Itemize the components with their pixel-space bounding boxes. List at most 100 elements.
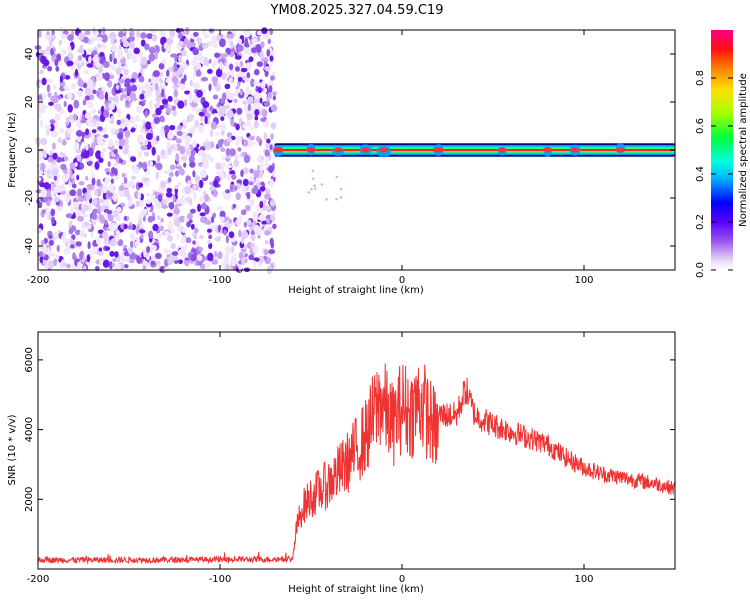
spectrogram-stray-dot xyxy=(325,198,328,201)
spectrogram-noise-dot xyxy=(137,134,144,144)
spectrogram-noise-dot xyxy=(269,200,276,207)
spectrogram-noise-dot xyxy=(58,39,63,46)
spectrogram-noise-dot xyxy=(208,83,212,92)
spectrogram-noise-dot xyxy=(104,219,108,227)
spectrogram-noise-dot xyxy=(192,70,197,78)
spectrogram-noise-dot xyxy=(82,187,87,194)
spectrogram-noise-dot xyxy=(264,230,271,236)
spectrogram-noise-dot xyxy=(246,46,254,55)
signal-peak xyxy=(432,147,444,153)
spectrogram-noise-dot xyxy=(124,172,128,179)
spectrogram-noise-dot xyxy=(66,128,74,135)
snr-y-ticks: 2000 4000 6000 xyxy=(24,347,675,512)
spectrogram-noise-dot xyxy=(179,145,186,155)
spectrogram-noise-dot xyxy=(64,75,71,80)
spectrogram-noise-dot xyxy=(63,248,70,255)
spectrogram-noise-dot xyxy=(37,169,44,176)
spectrogram-noise-dot xyxy=(103,61,110,68)
spectrogram-noise-dot xyxy=(53,84,57,90)
spectrogram-noise-dot xyxy=(264,149,270,157)
spectrogram-noise-dot xyxy=(70,207,74,215)
spectrogram-noise-dot xyxy=(138,75,145,83)
spectrogram-noise-dot xyxy=(65,213,72,219)
spectrogram-noise-dot xyxy=(72,113,77,121)
spectrogram-noise-dot xyxy=(118,138,126,147)
spectrogram-noise-dot xyxy=(250,234,256,242)
spectrogram-noise-dot xyxy=(145,199,152,205)
spectrogram-noise-dot xyxy=(111,262,115,267)
spectrogram-noise-dot xyxy=(68,220,73,228)
spectrogram-noise-dot xyxy=(192,48,199,56)
spectrogram-noise-dot xyxy=(228,63,234,71)
spectrogram-noise-dot xyxy=(124,78,131,85)
spectrogram-noise-dot xyxy=(268,85,273,93)
spectrogram-noise-dot xyxy=(242,100,248,105)
spectrogram-noise-dot xyxy=(64,194,71,203)
spectrogram-noise-dot xyxy=(260,117,266,122)
spectrogram-noise-dot xyxy=(167,95,173,102)
spectrogram-noise-dot xyxy=(92,208,99,214)
spectrogram-noise-dot xyxy=(261,109,268,118)
spectrogram-noise-dot xyxy=(200,216,206,224)
spectrogram-noise-dot xyxy=(245,86,250,93)
spectrogram-noise-dot xyxy=(184,144,190,151)
spectrogram-noise-dot xyxy=(217,251,223,260)
spectrogram-noise-dot xyxy=(83,204,89,212)
spectrogram-noise-dot xyxy=(177,249,185,257)
y-tick-label: -40 xyxy=(24,238,35,254)
spectrogram-noise-dot xyxy=(123,224,128,230)
spectrogram-noise-dot xyxy=(159,29,164,36)
spectrogram-noise-dot xyxy=(256,61,263,67)
spectrogram-noise-dot xyxy=(186,135,191,142)
spectrogram-noise-dot xyxy=(150,260,155,265)
spectrogram-noise-dot xyxy=(104,176,110,184)
spectrogram-noise-dot xyxy=(155,82,159,91)
spectrogram-noise-dot xyxy=(224,104,230,110)
spectrogram-noise-dot xyxy=(48,239,55,246)
spectrogram-noise-dot xyxy=(161,98,169,105)
spectrogram-noise-dot xyxy=(172,84,177,90)
spectrogram-noise-dot xyxy=(37,29,42,38)
spectrogram-noise-dot xyxy=(191,59,198,66)
spectrogram-noise-dot xyxy=(114,251,119,258)
spectrogram-noise-dot xyxy=(115,66,122,76)
spectrogram-noise-dot xyxy=(173,71,178,77)
spectrogram-noise-dot xyxy=(205,141,212,151)
spectrogram-noise-dot xyxy=(102,147,107,153)
spectrogram-noise-dot xyxy=(87,147,94,157)
spectrogram-noise-dot xyxy=(188,180,193,185)
spectrogram-noise-dot xyxy=(40,239,45,246)
spectrogram-noise-dot xyxy=(113,194,118,203)
figure-title: YM08.2025.327.04.59.C19 xyxy=(270,3,444,18)
spectrogram-noise-dot xyxy=(37,151,44,160)
spectrogram-stray-dot xyxy=(310,188,313,191)
spectrogram-noise-dot xyxy=(69,238,74,244)
spectrogram-noise-dot xyxy=(97,73,103,82)
spectrogram-noise-dot xyxy=(195,55,199,61)
spectrogram-noise-dot xyxy=(59,128,65,134)
signal-peak xyxy=(615,147,626,153)
spectrogram-noise-dot xyxy=(46,84,51,93)
snr-x-ticks: -200 -100 0 100 xyxy=(27,332,594,585)
spectrogram-noise-dot xyxy=(177,181,182,187)
spectrogram-noise-dot xyxy=(184,90,191,95)
spectrogram-noise-dot xyxy=(173,62,178,68)
spectrogram-noise-dot xyxy=(257,155,262,163)
spectrogram-noise-dot xyxy=(254,109,260,116)
spectrogram-noise-dot xyxy=(124,143,130,150)
spectrogram-noise-dot xyxy=(141,90,145,95)
spectrogram-noise-dot xyxy=(40,189,48,197)
spectrogram-noise-dot xyxy=(269,178,274,188)
spectrogram-noise-dot xyxy=(45,208,50,217)
spectrogram-noise-dot xyxy=(242,76,247,81)
spectrogram-noise-dot xyxy=(75,241,82,247)
spectrogram-noise-dot xyxy=(45,263,49,271)
spectrogram-noise-dot xyxy=(173,89,179,98)
spectrogram-noise-dot xyxy=(41,209,46,214)
spectrogram-noise-dot xyxy=(109,31,117,41)
spectrogram-noise-dot xyxy=(270,214,275,221)
spectrogram-noise-dot xyxy=(219,61,223,70)
spectrogram-noise-dot xyxy=(75,130,83,137)
spectrogram-noise-dot xyxy=(108,183,115,193)
spectrogram-noise-dot xyxy=(218,110,225,117)
